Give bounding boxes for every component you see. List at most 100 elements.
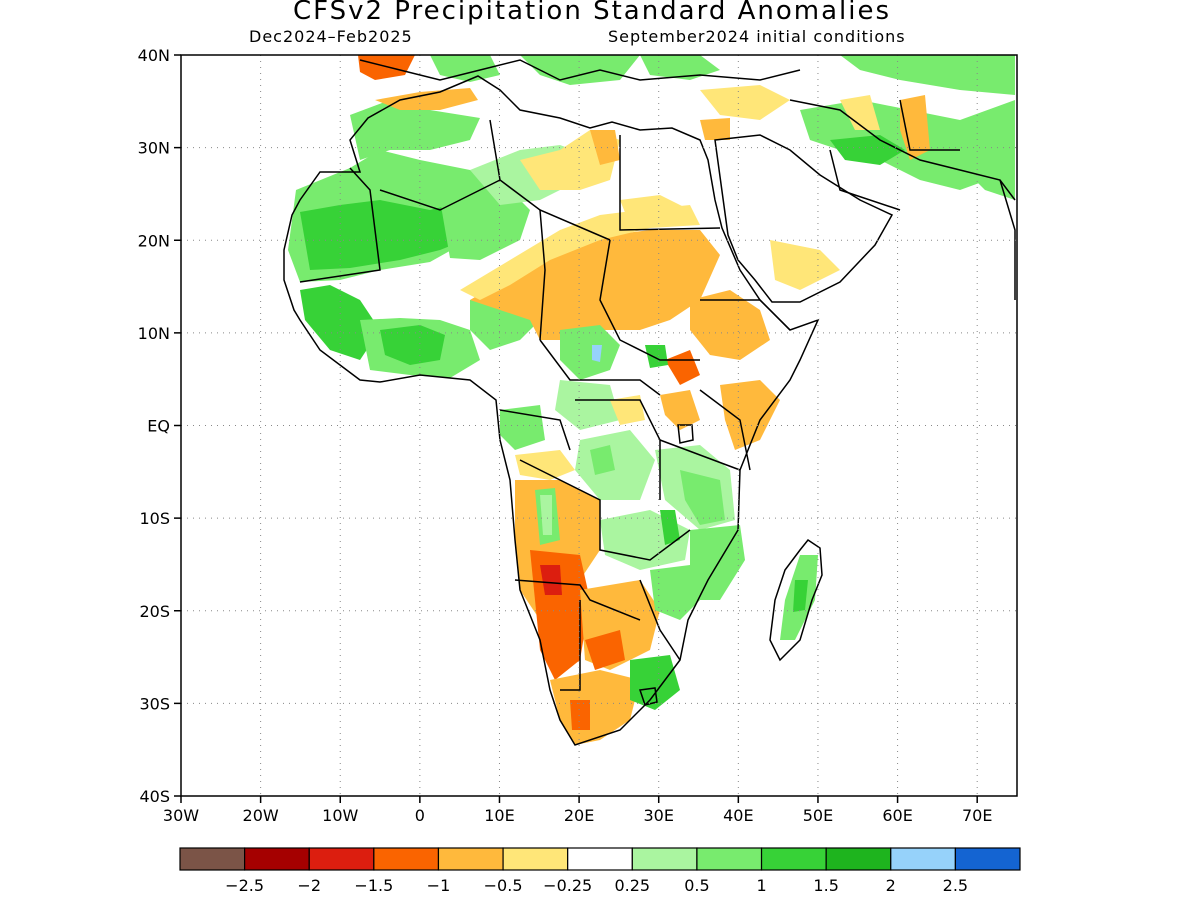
green-west-coast [300, 285, 380, 360]
lon-label: 30E [643, 806, 673, 825]
lon-label: 70E [962, 806, 992, 825]
lat-label: 10N [138, 324, 170, 343]
colorbar-label: −2.5 [225, 876, 264, 895]
lon-label: 10W [322, 806, 358, 825]
orange-libya [590, 130, 620, 165]
orange-morocco-top [358, 55, 415, 80]
green-drc [575, 430, 655, 500]
colorbar-label: 2.5 [943, 876, 968, 895]
colorbar-label: 1.5 [813, 876, 838, 895]
graticule [181, 55, 1017, 796]
africa-coastline [283, 75, 820, 746]
darkorange-botswana [585, 630, 625, 670]
colorbar-label: −0.5 [484, 876, 523, 895]
colorbar-swatch [890, 847, 956, 871]
green-cameroon [560, 325, 620, 380]
colorbar-swatch [696, 847, 763, 871]
country-border-15 [700, 299, 791, 331]
country-border-9 [575, 399, 661, 500]
country-border-10 [519, 459, 691, 561]
yellow-arabia [770, 240, 840, 290]
green-tanzania-dark [680, 470, 725, 525]
country-border-8 [499, 409, 571, 451]
country-border-2 [379, 179, 501, 211]
country-border-5 [539, 209, 546, 341]
country-border-6 [599, 239, 700, 361]
orange-algeria-top [375, 88, 478, 110]
map-title: CFSv2 Precipitation Standard Anomalies [292, 0, 892, 26]
lat-label: 40N [138, 46, 170, 65]
season-subtitle: Dec2024–Feb2025 [249, 27, 413, 46]
green-iberia [430, 55, 500, 82]
colorbar-swatch [825, 847, 892, 871]
lat-label: 30S [139, 694, 170, 713]
initial-conditions-subtitle: September2024 initial conditions [608, 27, 906, 46]
anomaly-fill-layer [284, 55, 1015, 745]
lon-label: 20W [243, 806, 279, 825]
green-drc-dark [590, 445, 615, 475]
colorbar-swatch [308, 847, 375, 871]
country-border-12 [560, 600, 581, 691]
orange-levant [700, 118, 730, 140]
orange-ethiopia [690, 290, 770, 360]
green-turkey [640, 55, 720, 80]
lat-label: 30N [138, 139, 170, 158]
orange-kenya [660, 390, 700, 430]
colorbar-swatch [502, 847, 569, 871]
colorbar: −2.5 −2 −1.5 −1 −0.5 −0.25 0.25 0.5 1 1.5 2 2.5 [179, 847, 1021, 895]
orange-dark-ethiopia [665, 350, 700, 385]
colorbar-label: −1 [427, 876, 451, 895]
colorbar-swatch [760, 847, 827, 871]
colorbar-label: −0.25 [543, 876, 592, 895]
orange-band-chad [470, 230, 720, 340]
orange-somalia [720, 380, 780, 450]
green-india [960, 120, 1015, 200]
colorbar-swatch [373, 847, 440, 871]
country-border-7 [539, 339, 661, 396]
lon-label: 40E [723, 806, 753, 825]
colorbar-swatch [567, 847, 633, 871]
colorbar-swatch [179, 847, 246, 871]
arabia-coastline [714, 134, 894, 303]
colorbar-label: 1 [756, 876, 766, 895]
colorbar-label: −2 [297, 876, 321, 895]
coastline-layer [283, 59, 1016, 746]
yellow-mideast [700, 85, 790, 120]
colorbar-label: 0.25 [614, 876, 650, 895]
red-namibia [540, 565, 562, 595]
colorbar-swatch [954, 847, 1021, 871]
lon-label: 20E [564, 806, 594, 825]
lon-label: 30W [163, 806, 199, 825]
yellow-angola-n [515, 450, 575, 480]
madagascar-dark [793, 580, 808, 612]
green-malawi [660, 510, 680, 545]
country-border-4 [619, 135, 721, 231]
orange-sa [550, 670, 640, 745]
colorbar-label: 2 [886, 876, 896, 895]
lake-victoria [677, 424, 694, 444]
green-congo [555, 380, 620, 430]
green-mozambique [690, 525, 745, 600]
colorbar-label: 0.5 [684, 876, 709, 895]
lon-label: 0 [415, 806, 425, 825]
country-border-16 [659, 439, 741, 471]
green-zimbabwe [650, 565, 700, 620]
country-border-17 [829, 149, 901, 211]
lon-label: 60E [882, 806, 912, 825]
lat-label: EQ [147, 417, 170, 436]
lesotho-border [639, 687, 658, 706]
green-sudan-south [645, 345, 668, 368]
country-border-18 [899, 99, 960, 151]
lightblue-car [592, 345, 602, 362]
lon-label: 10E [484, 806, 514, 825]
country-border-1 [299, 167, 381, 283]
yellow-congo [610, 395, 645, 425]
lat-label: 20S [139, 602, 170, 621]
colorbar-swatch [631, 847, 698, 871]
med-north-coast [359, 59, 801, 81]
lon-label: 50E [803, 806, 833, 825]
lat-label: 40S [139, 787, 170, 806]
orange-pakistan [900, 95, 930, 160]
